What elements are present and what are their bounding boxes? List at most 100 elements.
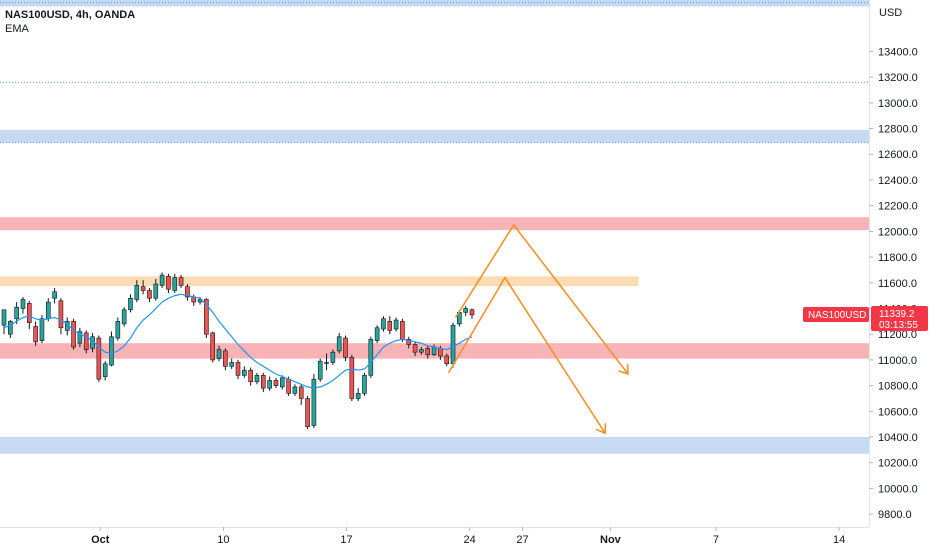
candle-body xyxy=(286,378,291,394)
candle-body xyxy=(349,357,355,399)
candle-body xyxy=(83,332,89,350)
candle-body xyxy=(381,318,386,330)
symbol-title: NAS100USD, 4h, OANDA xyxy=(5,9,135,21)
time-tick-label: 24 xyxy=(464,534,476,546)
price-tick-label: 11000.0 xyxy=(878,355,917,367)
candle-body xyxy=(444,355,450,365)
time-tick-label: Nov xyxy=(600,534,622,546)
candle-body xyxy=(115,321,121,339)
candle-body xyxy=(1,309,7,326)
price-tick-label: 10600.0 xyxy=(878,406,918,418)
candle-body xyxy=(14,306,19,320)
candle-body xyxy=(102,363,108,377)
price-tag-countdown: 03:13:55 xyxy=(879,320,918,331)
candle-body xyxy=(279,377,285,388)
zone-blue-support xyxy=(0,437,869,454)
candle-body xyxy=(121,309,127,325)
candle-body xyxy=(96,337,102,380)
candle-body xyxy=(355,393,361,399)
price-tick-label: 13400.0 xyxy=(878,46,918,58)
candle-body xyxy=(39,318,45,341)
time-tick-label: 7 xyxy=(713,534,719,546)
candle-body xyxy=(77,331,83,344)
candle-body xyxy=(463,308,468,313)
price-tick-label: 10800.0 xyxy=(878,381,918,393)
candle-body xyxy=(260,375,266,389)
zone-orange-resistance xyxy=(0,276,639,286)
candle-body xyxy=(58,300,64,329)
projection-lower-head xyxy=(595,423,607,435)
candle-body xyxy=(469,309,475,316)
price-zones xyxy=(0,0,869,454)
price-tick-label: 13200.0 xyxy=(878,72,918,84)
price-tick-label: 12600.0 xyxy=(878,149,918,161)
candle-body xyxy=(128,297,133,311)
candle-body xyxy=(140,286,146,291)
candle-body xyxy=(450,324,456,365)
price-tag-box xyxy=(871,306,928,331)
candle-body xyxy=(305,398,310,428)
candle-body xyxy=(438,348,443,357)
price-tag-value: 11339.2 xyxy=(879,309,915,320)
price-tick-label: 9800.0 xyxy=(878,509,912,521)
price-tick-label: 11800.0 xyxy=(878,252,917,264)
candle-body xyxy=(147,290,152,299)
candle-body xyxy=(166,276,171,290)
zone-red-resistance xyxy=(0,217,869,231)
candle-body xyxy=(374,327,380,341)
candle-body xyxy=(178,277,184,286)
candle-body xyxy=(185,286,190,298)
time-tick-label: Oct xyxy=(91,534,110,546)
projection-lower xyxy=(447,276,606,434)
price-tick-label: 10400.0 xyxy=(878,432,918,444)
candle-body xyxy=(362,375,367,394)
candle-body xyxy=(330,351,336,363)
time-tick-label: 27 xyxy=(516,534,528,546)
candle-body xyxy=(311,378,317,426)
candle-body xyxy=(406,339,412,345)
price-tag-symbol: NAS100USD xyxy=(808,310,866,321)
candle-body xyxy=(343,337,348,358)
candle-body xyxy=(292,386,298,394)
time-tick-label: 10 xyxy=(217,534,229,546)
candle-body xyxy=(400,321,405,340)
time-axis[interactable]: Oct 10 17 24 27 Nov 7 14 xyxy=(91,527,845,546)
candle-body xyxy=(273,380,279,386)
candle-body xyxy=(431,346,437,356)
price-tick-label: 12400.0 xyxy=(878,175,918,187)
candle-body xyxy=(159,274,165,286)
candle-body xyxy=(26,303,32,323)
candle-body xyxy=(425,348,431,356)
candle-body xyxy=(336,336,342,352)
ema-polyline xyxy=(3,293,473,389)
candle-body xyxy=(267,380,272,389)
dotted-levels xyxy=(0,2,869,144)
candle-body xyxy=(368,339,374,376)
candle-body xyxy=(153,283,159,299)
price-tick-label: 10000.0 xyxy=(878,483,918,495)
price-tick-label: 12200.0 xyxy=(878,201,918,213)
candle-body xyxy=(71,321,76,348)
price-tick-label: 10200.0 xyxy=(878,458,918,470)
candle-body xyxy=(134,285,140,300)
price-tick-label: 12800.0 xyxy=(878,124,918,136)
zone-blue-top xyxy=(0,0,869,7)
candle-body xyxy=(216,349,222,359)
projection-arrows xyxy=(447,223,629,435)
current-price-tag: NAS100USD 11339.2 03:13:55 xyxy=(803,306,928,331)
price-tick-label: 12000.0 xyxy=(878,226,918,238)
candle-body xyxy=(248,369,253,383)
candle-body xyxy=(229,362,234,367)
time-tick-label: 17 xyxy=(340,534,352,546)
price-tick-label: 11600.0 xyxy=(878,278,917,290)
candle-body xyxy=(393,319,399,330)
projection-upper xyxy=(454,223,629,375)
candle-body xyxy=(387,321,393,331)
candles xyxy=(1,272,475,430)
currency-label: USD xyxy=(879,7,902,19)
time-tick-label: 14 xyxy=(833,534,845,546)
candle-body xyxy=(298,386,304,399)
projection-upper-head xyxy=(618,364,629,376)
